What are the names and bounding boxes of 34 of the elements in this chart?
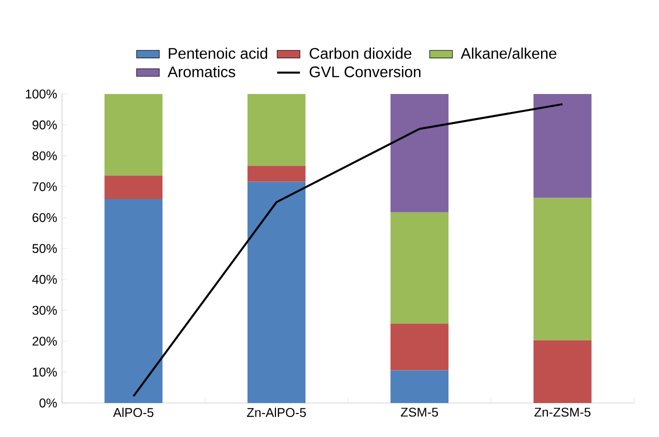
x-tick-label: AlPO-5 <box>113 408 154 418</box>
bar <box>248 182 306 403</box>
x-tick-label: Zn-ZSM-5 <box>534 408 590 417</box>
y-tick-label: 0% <box>39 398 57 408</box>
y-tick-label: 70% <box>32 182 57 192</box>
bar <box>248 94 306 166</box>
bar <box>390 370 449 403</box>
bar <box>104 176 163 200</box>
legend-label: Aromatics <box>168 66 236 78</box>
bar <box>104 199 163 403</box>
legend-label: GVL Conversion <box>310 66 420 78</box>
y-tick-label: 10% <box>32 368 57 377</box>
bar <box>534 94 592 198</box>
y-tick-label: 40% <box>32 274 57 284</box>
bar <box>534 340 592 403</box>
bar <box>534 198 592 340</box>
y-tick-label: 50% <box>32 244 57 253</box>
bar <box>248 166 306 182</box>
y-tick-label: 20% <box>32 336 57 346</box>
y-tick-label: 30% <box>32 306 57 315</box>
y-tick-label: 60% <box>32 213 57 222</box>
x-tick-label: Zn-AlPO-5 <box>246 408 306 418</box>
legend-label: Pentenoic acid <box>168 48 268 59</box>
y-tick-label: 100% <box>26 90 57 98</box>
y-tick-label: 90% <box>32 120 57 130</box>
bar <box>390 324 449 370</box>
x-tick-label: ZSM-5 <box>400 408 438 417</box>
legend-label: Carbon dioxide <box>310 48 412 59</box>
legend-label: Alkane/alkene <box>460 48 556 59</box>
line-series <box>132 103 564 398</box>
bar <box>390 212 449 324</box>
bar <box>390 94 449 212</box>
bar <box>104 94 163 176</box>
y-tick-label: 80% <box>32 151 57 160</box>
